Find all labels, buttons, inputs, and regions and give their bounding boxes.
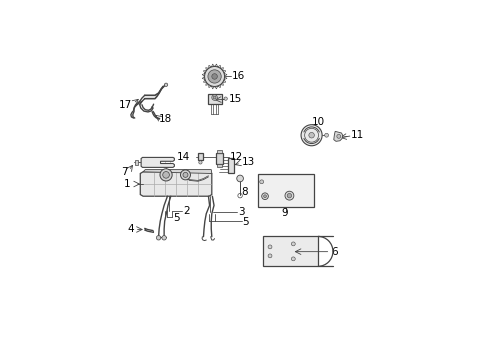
- Text: 5: 5: [242, 217, 248, 227]
- Text: 13: 13: [241, 157, 254, 167]
- Circle shape: [336, 134, 340, 138]
- Polygon shape: [141, 157, 174, 167]
- Circle shape: [259, 180, 263, 184]
- Text: 18: 18: [159, 114, 172, 123]
- Polygon shape: [143, 170, 211, 174]
- Text: 10: 10: [311, 117, 325, 127]
- Circle shape: [204, 67, 224, 86]
- Circle shape: [291, 257, 295, 261]
- Circle shape: [207, 70, 221, 83]
- Circle shape: [162, 235, 166, 240]
- Bar: [217, 150, 222, 153]
- Text: 6: 6: [331, 247, 338, 257]
- Bar: [135, 160, 138, 165]
- Circle shape: [301, 125, 322, 146]
- Circle shape: [211, 95, 217, 100]
- Text: 2: 2: [183, 206, 189, 216]
- Circle shape: [261, 193, 268, 199]
- Bar: [216, 163, 222, 167]
- Circle shape: [213, 96, 216, 99]
- Circle shape: [291, 242, 295, 246]
- Circle shape: [180, 170, 190, 180]
- Circle shape: [267, 254, 271, 258]
- Circle shape: [286, 193, 291, 198]
- Text: 7: 7: [121, 167, 127, 177]
- Circle shape: [198, 161, 202, 164]
- Text: 8: 8: [241, 187, 248, 197]
- Text: 16: 16: [231, 71, 244, 81]
- Text: 17: 17: [119, 100, 132, 110]
- Text: 12: 12: [229, 152, 243, 162]
- Bar: [263, 237, 317, 266]
- Bar: [258, 174, 313, 207]
- Circle shape: [263, 195, 266, 198]
- Circle shape: [183, 172, 187, 177]
- Text: 15: 15: [228, 94, 241, 104]
- Bar: [227, 158, 233, 174]
- Text: 14: 14: [176, 152, 189, 162]
- Bar: [198, 153, 203, 160]
- Circle shape: [160, 169, 172, 181]
- Circle shape: [211, 74, 217, 79]
- Text: 1: 1: [124, 179, 131, 189]
- Text: 5: 5: [173, 213, 179, 224]
- Bar: [215, 153, 223, 164]
- Circle shape: [236, 175, 243, 182]
- Circle shape: [324, 133, 328, 137]
- Text: 9: 9: [281, 208, 287, 218]
- Circle shape: [285, 191, 293, 200]
- Polygon shape: [333, 131, 342, 141]
- Circle shape: [156, 235, 161, 240]
- Circle shape: [224, 97, 227, 100]
- Circle shape: [163, 172, 169, 178]
- Bar: [207, 94, 221, 104]
- Text: 4: 4: [127, 225, 133, 234]
- Circle shape: [267, 245, 271, 249]
- Text: 11: 11: [350, 130, 364, 140]
- Circle shape: [308, 132, 314, 138]
- Text: 3: 3: [238, 207, 244, 217]
- Polygon shape: [140, 172, 211, 196]
- Circle shape: [164, 83, 167, 86]
